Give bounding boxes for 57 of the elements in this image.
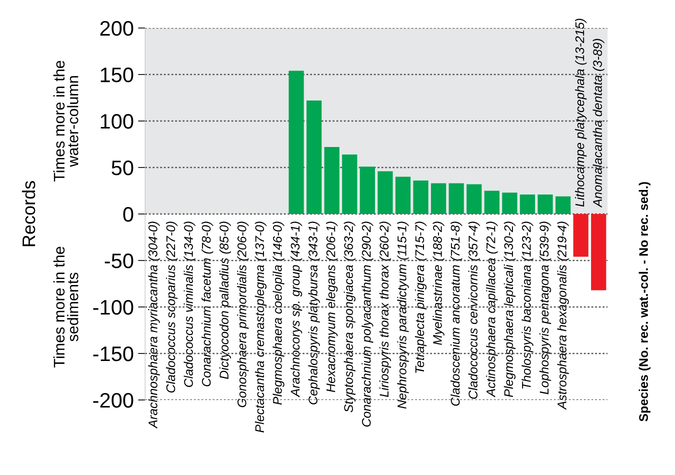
x-tick-label: Myelinastrinae (188-2) [432,222,444,345]
bar [306,100,322,214]
bar [484,190,500,214]
x-tick-label: Plegmosphaera lepticali (130-2) [504,222,516,398]
x-tick-label: Tholospyris baconiana (123-2) [522,222,534,389]
bar [502,192,518,214]
bar [520,194,536,214]
y-axis-title: Records [22,181,36,246]
x-tick-label: Actinosphaera capillacea (72-1) [486,222,498,398]
y-tick-label: 0 [123,206,134,222]
x-tick-label: Astrosphaera hexagonalis (219-4) [557,222,569,410]
x-tick-label: Anomalacantha dentata (3-89) [592,38,604,208]
x-tick-label: Gonosphaera primordialis (206-0) [237,222,249,408]
x-tick-label: Cladococcus viminalis (134-0) [184,222,196,387]
bar [360,166,375,214]
bar [395,176,411,214]
y-tick-label: -200 [93,392,134,408]
text: Times more in the sediments [53,246,78,368]
x-tick-label: Arachnosphaera myriacantha (304-0) [148,222,160,429]
text: Times more in the water-column [53,60,78,182]
x-tick-label: Conarachnium facetum (78-0) [202,222,214,386]
x-tick-label: Hexacromyum elegans (206-1) [326,222,338,392]
bar [591,214,606,290]
x-tick-label: Tetraplecta pinigera (715-7) [414,222,427,373]
text: Species (No. rec. wat.-col. - No rec. sed.) [638,182,650,422]
bar [430,183,446,214]
bar [466,184,482,214]
y-tick-label: 200 [100,21,134,36]
x-tick-label: Lithocampe platycephala (13-215) [575,18,587,207]
y-tick-label: 150 [100,68,134,82]
y-tick-label: -50 [104,253,134,268]
x-tick-label: Conarachnium polyacanthum (290-2) [362,222,374,427]
x-tick-label: Cladoscenium ancoratum (751-8) [450,222,462,406]
y-tick-label: -100 [93,300,134,315]
bar [538,194,553,214]
bar [378,171,393,214]
bar [413,180,428,214]
y-tick-label: -150 [93,346,134,362]
x-tick-label: Nephrospyris paradictyum (115-1) [397,222,409,409]
x-tick-label: Plegmosphaera coelopila (146-0) [272,222,284,405]
x-tick-label: Dictyocodon palladius (85-0) [219,222,231,379]
x-tick-label: Lophospyris pentagona (539-9) [539,222,552,394]
y-tick-label: 100 [100,114,134,129]
x-tick-label: Liriospyris thorax thorax (260-2) [379,222,392,397]
x-tick-label: Plectacantha cremastoplegma (137-0) [254,222,267,432]
x-tick-label: Cladococcus cervicornis (357-4) [468,222,480,399]
x-tick-label: Cephalospyris platybursa (343-1) [308,222,320,404]
bar [288,70,304,214]
x-tick-label: Styptosphaera spongiacea (363-2) [344,222,356,412]
y-tick-label: 50 [112,160,134,176]
bar [324,147,340,214]
bar [342,154,358,214]
x-tick-label: Arachnocorys sp. group (434-1) [290,222,302,398]
x-tick-label: Cladococcus scoparius (227-0) [166,222,178,393]
bar [448,183,464,214]
bar [573,214,588,257]
bar [555,196,571,214]
